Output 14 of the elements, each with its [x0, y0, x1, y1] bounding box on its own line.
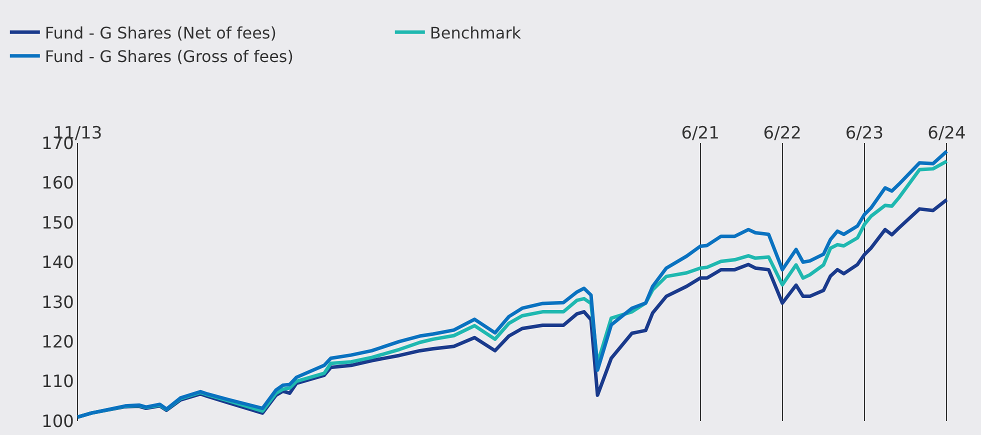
y-tick-label: 110: [42, 372, 74, 392]
y-tick-label: 160: [42, 174, 74, 194]
x-tick-label: 6/22: [763, 124, 802, 144]
y-tick-label: 140: [42, 253, 74, 274]
y-tick-label: 150: [42, 213, 74, 234]
legend-label: Benchmark: [430, 23, 522, 42]
y-tick-label: 120: [42, 332, 74, 353]
x-tick-label: 6/24: [928, 124, 966, 144]
x-tick-label: 6/23: [845, 124, 884, 144]
x-tick-label: 6/21: [681, 124, 720, 144]
legend-label: Fund - G Shares (Gross of fees): [44, 47, 294, 66]
legend-label: Fund - G Shares (Net of fees): [44, 23, 277, 42]
y-tick-label: 130: [42, 292, 74, 313]
y-tick-label: 100: [42, 412, 74, 432]
